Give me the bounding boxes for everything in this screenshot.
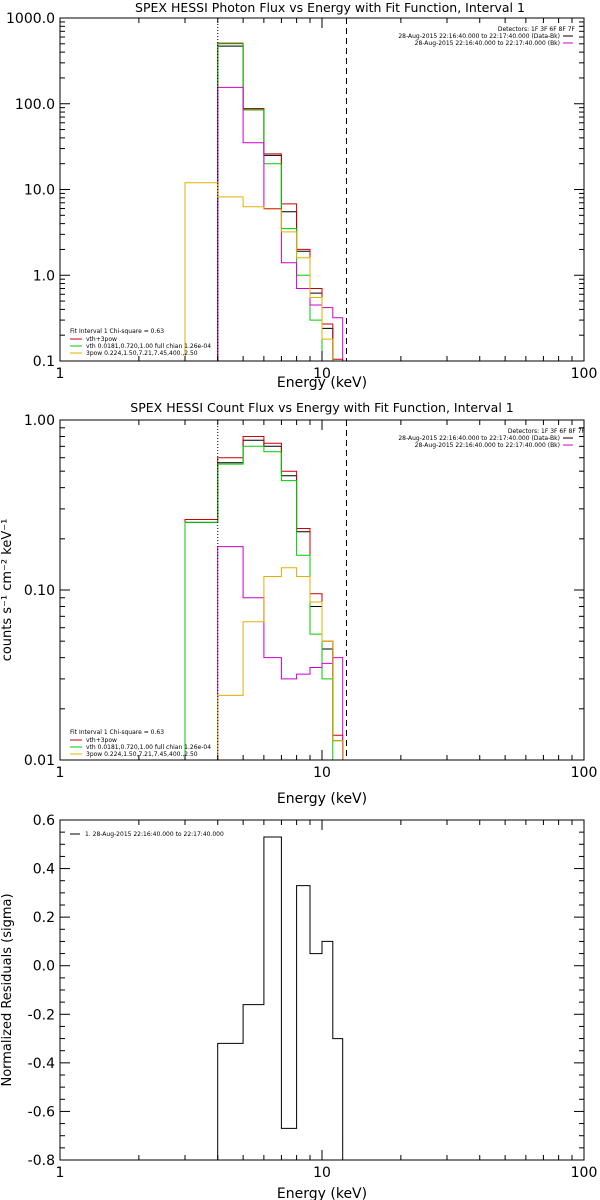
panel3-plot-frame [59,819,585,1161]
y-tick-label: 0.10 [24,583,55,599]
y-tick-label: -0.2 [28,1007,55,1023]
y-tick-label: -0.6 [28,1104,55,1120]
power-law-component-series [217,567,344,760]
count-flux-panel: SPEX HESSI Count Flux vs Energy with Fit… [0,400,597,807]
x-tick-label: 10 [313,765,331,781]
panel2-x-axis-label: Energy (keV) [277,791,367,807]
y-tick-label: 10.0 [24,183,55,199]
x-tick-label: 1 [56,765,65,781]
thermal-component-series [184,445,344,760]
y-tick-label: 1.00 [24,413,55,429]
panel2-fit-line2: vth+3pow [86,737,117,744]
y-tick-label: 0.4 [33,862,55,878]
panel3-y-axis-label: Normalized Residuals (sigma) [0,893,15,1086]
power-law-component-series [184,182,344,361]
y-tick-label: 0.2 [33,910,55,926]
x-tick-label: 1 [56,366,65,382]
panel2-y-axis-label: counts s⁻¹ cm⁻² keV⁻¹ [0,519,15,662]
thermal-component-series [217,43,344,361]
panel1-header-line2: 28-Aug-2015 22:16:40.000 to 22:17:40.000… [398,33,560,40]
y-tick-label: 1000.0 [6,11,55,27]
x-tick-label: 100 [571,1165,598,1181]
y-tick-label: 0.6 [33,813,55,829]
x-tick-label: 10 [313,366,331,382]
y-tick-label: 100.0 [15,97,55,113]
x-tick-label: 100 [571,765,598,781]
background-series [217,546,344,760]
panel1-header-line3: 28-Aug-2015 22:16:40.000 to 22:17:40.000… [415,40,560,47]
residuals-series [217,836,344,1160]
panel2-fit-line1: Fit Interval 1 Chi-square = 0.63 [70,729,164,736]
y-tick-label: 0.1 [33,354,55,370]
photon-flux-panel: SPEX HESSI Photon Flux vs Energy with Fi… [6,0,597,391]
y-tick-label: -0.4 [28,1056,55,1072]
panel2-header-line1: Detectors: 1F 3F 6F 8F 7F [508,428,586,435]
residuals-panel: 1 10 100 0.6 0.4 0.2 0.0 -0.2 -0.4 -0.6 -0.8 1. 28… [0,813,597,1200]
y-tick-label: 0.0 [33,959,55,975]
y-tick-label: -0.8 [28,1153,55,1169]
x-tick-label: 1 [56,1165,65,1181]
panel2-title: SPEX HESSI Count Flux vs Energy with Fit… [130,400,513,415]
panel1-title: SPEX HESSI Photon Flux vs Energy with Fi… [135,0,525,15]
panel1-header-line1: Detectors: 1F 3F 6F 8F 7F [498,26,576,33]
panel1-fit-line4: 3pow 0.224,1.50,7.21,7.45,400.,2.50 [86,350,198,357]
x-tick-label: 100 [571,366,598,382]
y-tick-label: 1.0 [33,268,55,284]
data-total-series [184,439,344,760]
fit-total-series [217,42,344,361]
background-series [217,86,344,361]
y-tick-label: 0.01 [24,753,55,769]
x-tick-label: 10 [313,1165,331,1181]
panel3-x-axis-label: Energy (keV) [277,1186,367,1200]
panel2-plot-frame [59,419,585,761]
panel2-fit-line3: vth 0.0181,0.720,1.00 full chian 1.26e-0… [86,744,211,751]
panel2-header-line3: 28-Aug-2015 22:16:40.000 to 22:17:40.000… [415,442,560,449]
panel1-fit-line3: vth 0.0181,0.720,1.00 full chian 1.26e-0… [86,343,211,350]
panel1-x-axis-label: Energy (keV) [277,375,367,391]
panel3-legend: 1. 28-Aug-2015 22:16:40.000 to 22:17:40.… [85,831,224,838]
panel2-fit-line4: 3pow 0.224,1.50,7.21,7.45,400.,2.50 [86,751,198,758]
data-total-series [217,45,343,361]
panel2-header-line2: 28-Aug-2015 22:16:40.000 to 22:17:40.000… [398,435,560,442]
panel1-fit-line1: Fit Interval 1 Chi-square = 0.63 [70,328,164,335]
panel1-fit-line2: vth+3pow [86,336,117,343]
